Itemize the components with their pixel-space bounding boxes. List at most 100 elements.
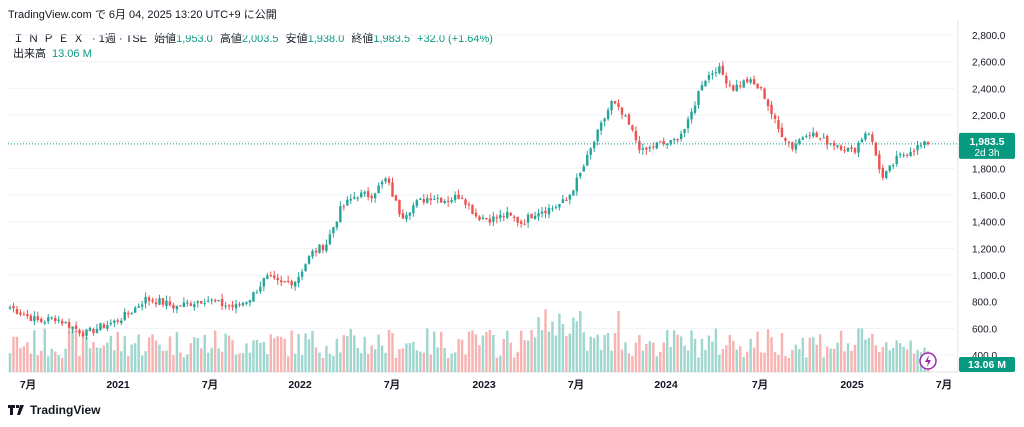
volume-bar xyxy=(561,324,565,372)
candle-body xyxy=(203,302,206,304)
candle-body xyxy=(387,178,391,183)
candle-body xyxy=(558,203,561,208)
candle-body xyxy=(419,198,422,200)
candle-body xyxy=(683,128,686,133)
candle-body xyxy=(293,281,297,287)
volume-bar xyxy=(905,349,909,372)
candle-body xyxy=(519,221,523,224)
candle-body xyxy=(787,142,791,144)
volume-bar xyxy=(401,348,405,372)
volume-bar xyxy=(596,334,599,372)
candle-body xyxy=(752,79,756,85)
candle-body xyxy=(784,138,787,141)
volume-bar xyxy=(923,347,926,372)
volume-bar xyxy=(662,342,665,372)
candle-body xyxy=(346,199,349,206)
candle-body xyxy=(582,166,585,172)
candle-body xyxy=(648,146,652,149)
volume-bar xyxy=(777,354,780,372)
volume-bar xyxy=(586,350,589,372)
candle-body xyxy=(599,122,603,131)
candle-body xyxy=(707,74,711,80)
volume-bar xyxy=(213,330,217,372)
x-tick-label: 2023 xyxy=(472,379,496,391)
volume-bar xyxy=(245,343,248,372)
x-tick-label: 2024 xyxy=(654,379,678,391)
volume-bar xyxy=(359,353,363,372)
volume-bar xyxy=(50,348,53,372)
candle-body xyxy=(33,316,36,322)
volume-bar xyxy=(878,351,881,372)
candle-body xyxy=(50,317,53,319)
candle-body xyxy=(606,110,610,119)
candle-body xyxy=(384,178,387,182)
candle-body xyxy=(627,114,631,125)
candle-body xyxy=(120,320,123,323)
volume-bar xyxy=(280,336,283,372)
volume-bar xyxy=(745,351,749,372)
candle-body xyxy=(158,298,161,305)
candle-body xyxy=(916,145,919,151)
volume-bar xyxy=(756,331,759,372)
candle-body xyxy=(697,91,700,105)
volume-bar xyxy=(641,350,645,372)
candle-body xyxy=(732,85,735,91)
volume-bar xyxy=(568,333,572,372)
volume-bar xyxy=(495,357,499,372)
publish-info: TradingView.com で 6月 04, 2025 13:20 UTC+… xyxy=(8,9,277,21)
candle-body xyxy=(822,137,825,139)
candle-body xyxy=(283,280,286,283)
candle-body xyxy=(676,138,679,141)
candle-body xyxy=(196,301,199,304)
candle-body xyxy=(537,213,540,217)
volume-bar xyxy=(554,335,558,372)
candle-body xyxy=(377,185,380,194)
volume-bar xyxy=(832,348,836,372)
volume-bar xyxy=(460,339,464,372)
volume-bar xyxy=(373,349,377,372)
candle-body xyxy=(189,303,193,306)
candle-body xyxy=(252,292,255,302)
candle-body xyxy=(342,206,346,208)
candle-body xyxy=(29,315,33,321)
candle-body xyxy=(415,200,419,207)
close-label: 終値 xyxy=(351,33,374,45)
volume-bar xyxy=(439,331,443,372)
candle-body xyxy=(401,213,405,219)
candle-body xyxy=(161,298,165,305)
candle-body xyxy=(276,277,279,281)
y-tick-label: 2,200.0 xyxy=(972,111,1006,122)
candle-body xyxy=(206,300,210,302)
volume-bar xyxy=(193,337,196,372)
candle-body xyxy=(808,135,811,137)
volume-bar xyxy=(502,338,505,372)
candle-body xyxy=(471,204,474,214)
symbol-name[interactable]: ＩＮＰＥＸ xyxy=(13,33,88,45)
volume-bar xyxy=(655,356,658,372)
volume-bar xyxy=(825,346,829,372)
candle-body xyxy=(137,306,140,308)
volume-bar xyxy=(140,355,144,372)
price-tag xyxy=(959,132,1015,159)
volume-bar xyxy=(74,330,78,372)
candle-body xyxy=(895,155,898,164)
high-label: 高値 xyxy=(219,33,242,45)
volume-bar xyxy=(130,344,133,372)
candle-body xyxy=(318,244,321,253)
volume-bar xyxy=(206,352,210,372)
volume-bar xyxy=(488,329,492,372)
candle-body xyxy=(433,198,436,200)
tradingview-brand[interactable]: TradingView xyxy=(8,403,100,417)
candle-body xyxy=(547,208,551,215)
candle-body xyxy=(659,141,662,143)
candle-body xyxy=(780,127,784,138)
y-tick-label: 600.0 xyxy=(972,324,997,335)
candle-body xyxy=(436,198,439,200)
volume-bar xyxy=(109,335,113,372)
candle-body xyxy=(314,250,318,253)
candle-body xyxy=(857,142,860,153)
volume-bar xyxy=(40,350,43,372)
volume-bar xyxy=(200,348,203,372)
